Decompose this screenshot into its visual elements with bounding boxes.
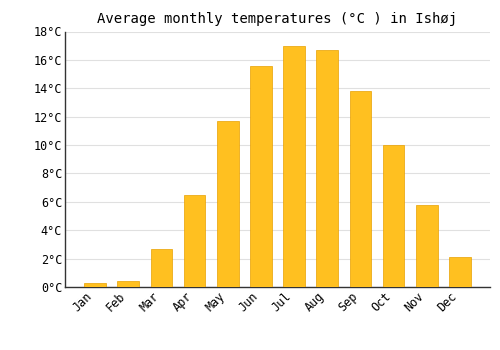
Bar xyxy=(118,281,139,287)
Bar xyxy=(449,257,470,287)
Bar xyxy=(250,65,272,287)
Bar xyxy=(150,248,172,287)
Bar xyxy=(416,205,438,287)
Bar xyxy=(84,283,106,287)
Bar xyxy=(316,50,338,287)
Bar xyxy=(383,145,404,287)
Bar xyxy=(350,91,371,287)
Bar xyxy=(217,121,238,287)
Bar xyxy=(184,195,206,287)
Title: Average monthly temperatures (°C ) in Ishøj: Average monthly temperatures (°C ) in Is… xyxy=(98,12,458,26)
Bar xyxy=(284,46,305,287)
